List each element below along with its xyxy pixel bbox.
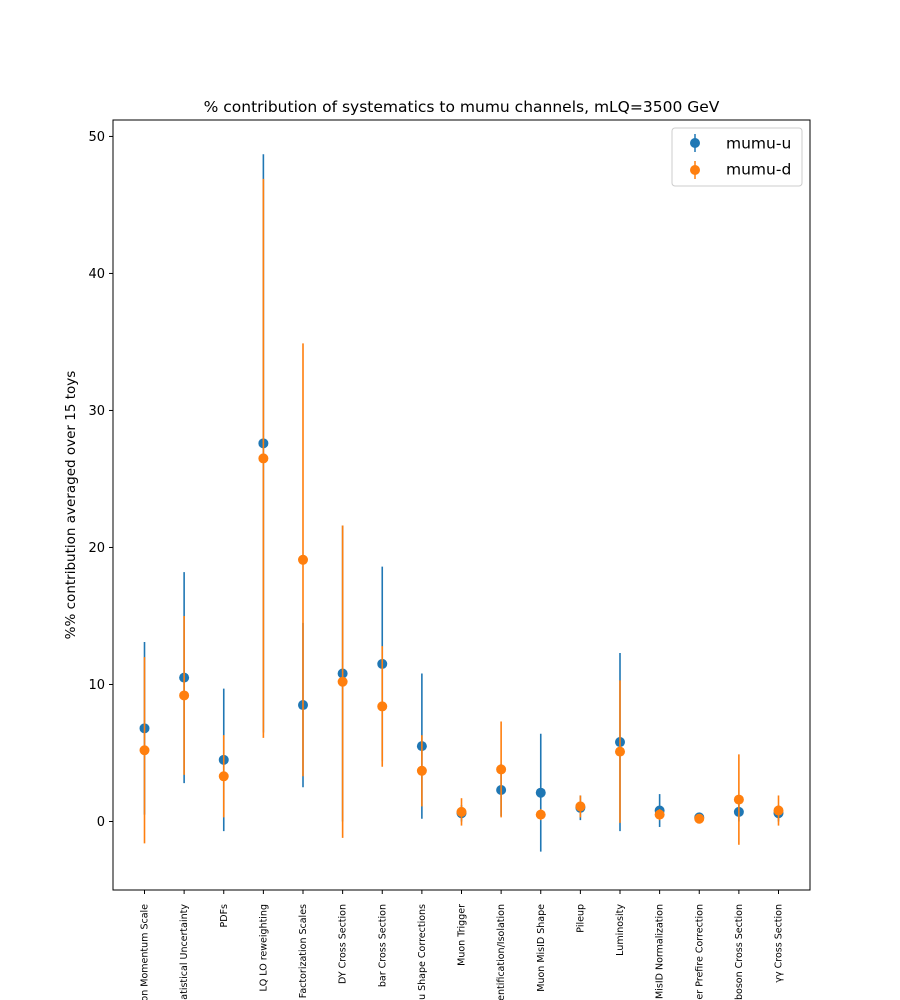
- data-point: [377, 701, 388, 712]
- x-tick-label: γγ Cross Section: [774, 904, 785, 983]
- x-tick-label: er Prefire Correction: [694, 904, 705, 1000]
- x-tick-label: u Shape Corrections: [417, 904, 428, 1000]
- x-axis: on Momentum Scale atistical Uncertainty PD…: [140, 890, 785, 1000]
- y-tick-label: 0: [97, 815, 105, 830]
- data-point: [456, 806, 467, 817]
- data-point: [139, 745, 150, 756]
- x-tick-label: Pileup: [575, 904, 586, 933]
- data-point: [298, 554, 308, 565]
- data-point: [733, 794, 744, 805]
- data-point: [575, 801, 586, 812]
- data-point: [535, 787, 546, 798]
- x-tick-label: boson Cross Section: [734, 904, 745, 1000]
- x-tick-label: atistical Uncertainty: [179, 904, 190, 1000]
- x-tick-label: Muon MisID Shape: [536, 904, 547, 992]
- x-tick-label: MisID Normalization: [655, 904, 666, 999]
- y-axis-label: %% contribution averaged over 15 toys: [63, 371, 79, 640]
- legend-label-mumu-u: mumu-u: [726, 135, 791, 153]
- data-point: [773, 805, 784, 816]
- legend: mumu-u mumu-d: [671, 127, 803, 187]
- data-point: [496, 764, 507, 775]
- x-tick-label: Luminosity: [615, 904, 626, 956]
- y-tick-label: 10: [88, 678, 105, 693]
- data-point: [535, 809, 546, 820]
- x-tick-label: Factorization Scales: [298, 904, 309, 998]
- chart-title: % contribution of systematics to mumu ch…: [204, 98, 720, 116]
- data-point: [337, 676, 348, 687]
- y-axis: 0 10 20 30 40 50: [88, 130, 113, 830]
- series-mumu-u: [139, 154, 784, 852]
- data-point: [416, 765, 427, 776]
- data-point: [179, 690, 190, 701]
- data-point: [218, 771, 229, 782]
- x-tick-label: DY Cross Section: [338, 904, 349, 984]
- legend-label-mumu-d: mumu-d: [726, 161, 791, 179]
- series-mumu-d: [139, 178, 784, 845]
- legend-marker-mumu-d: [690, 165, 700, 175]
- plot-area: [112, 119, 811, 891]
- y-tick-label: 20: [88, 541, 105, 556]
- x-tick-label: Muon Trigger: [457, 904, 468, 966]
- data-point: [694, 813, 705, 824]
- y-tick-label: 50: [88, 130, 105, 145]
- x-tick-label: PDFs: [219, 904, 230, 928]
- legend-marker-mumu-u: [690, 138, 700, 148]
- x-tick-label: entification/Isolation: [496, 904, 507, 1000]
- x-tick-label: bar Cross Section: [377, 904, 388, 987]
- y-tick-label: 30: [88, 404, 105, 419]
- y-tick-label: 40: [88, 267, 105, 282]
- data-point: [615, 746, 625, 757]
- x-tick-label: LQ LO reweighting: [258, 904, 269, 992]
- data-marks: [139, 154, 784, 852]
- legend-box: [671, 127, 803, 187]
- data-point: [654, 809, 665, 820]
- x-tick-label: on Momentum Scale: [140, 904, 151, 1000]
- data-point: [258, 453, 269, 464]
